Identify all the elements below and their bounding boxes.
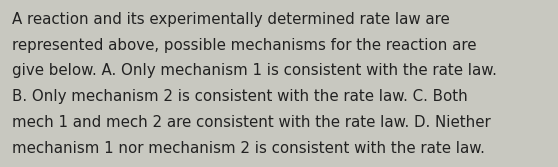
Text: give below. A. Only mechanism 1 is consistent with the rate law.: give below. A. Only mechanism 1 is consi… bbox=[12, 63, 497, 78]
Text: A reaction and its experimentally determined rate law are: A reaction and its experimentally determ… bbox=[12, 12, 450, 27]
Text: mechanism 1 nor mechanism 2 is consistent with the rate law.: mechanism 1 nor mechanism 2 is consisten… bbox=[12, 141, 485, 156]
Text: mech 1 and mech 2 are consistent with the rate law. D. Niether: mech 1 and mech 2 are consistent with th… bbox=[12, 115, 491, 130]
Text: represented above, possible mechanisms for the reaction are: represented above, possible mechanisms f… bbox=[12, 38, 477, 53]
Text: B. Only mechanism 2 is consistent with the rate law. C. Both: B. Only mechanism 2 is consistent with t… bbox=[12, 89, 468, 104]
